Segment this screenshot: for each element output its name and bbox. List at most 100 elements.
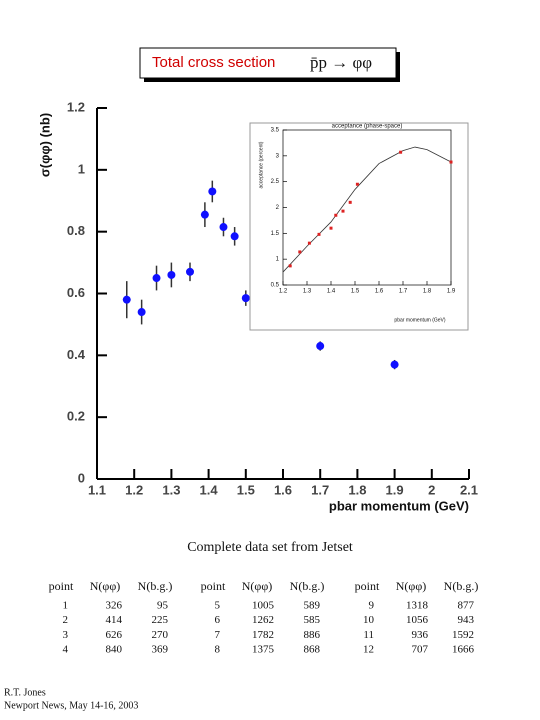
table-cell: 270 [152, 629, 169, 641]
table-cell: 5 [215, 600, 221, 612]
y-tick-label: 0.2 [67, 409, 85, 424]
x-tick-label: 2.1 [460, 482, 478, 497]
data-point [288, 264, 292, 268]
table-cell: 11 [363, 629, 374, 641]
table-header: point [49, 579, 74, 593]
table-cell: 868 [304, 644, 321, 656]
table-cell: 369 [152, 644, 169, 656]
table-cell: 707 [412, 644, 429, 656]
y-tick-label: 0.5 [271, 283, 280, 289]
table-cell: 1592 [452, 629, 474, 641]
x-tick-label: 1.3 [162, 482, 180, 497]
table-header: point [201, 579, 226, 593]
x-tick-label: 1.7 [311, 482, 329, 497]
inset-panel [249, 122, 469, 331]
table-cell: 1 [63, 600, 69, 612]
data-point [334, 213, 338, 217]
y-tick-label: 1 [276, 257, 280, 263]
x-tick-label: 1.5 [237, 482, 255, 497]
x-tick-label: 1.5 [351, 289, 360, 295]
footer-author: R.T. Jones [4, 687, 46, 698]
fit-curve [282, 146, 452, 273]
table-cell: 225 [152, 614, 169, 626]
title: Total cross section [152, 54, 275, 71]
reaction: p̄p → φφ [310, 53, 372, 72]
table-cell: 589 [304, 600, 321, 612]
table-header: N(φφ) [90, 579, 121, 593]
data-point [208, 187, 217, 196]
table-cell: 1666 [452, 644, 475, 656]
y-axis-label: σ(φφ) (nb) [37, 113, 52, 177]
data-point [230, 232, 239, 241]
table-cell: 1262 [252, 614, 274, 626]
data-point [399, 150, 403, 154]
x-tick-label: 1.6 [274, 482, 292, 497]
x-tick-label: 1.4 [327, 289, 336, 295]
y-tick-label: 2.5 [271, 179, 280, 185]
table-cell: 9 [369, 600, 375, 612]
y-tick-label: 1 [78, 161, 85, 176]
data-point [241, 294, 250, 303]
y-tick-label: 3.5 [271, 128, 280, 134]
table-cell: 1056 [406, 614, 429, 626]
x-tick-label: 2 [428, 482, 435, 497]
table-cell: 943 [458, 614, 475, 626]
x-tick-label: 1.9 [386, 482, 404, 497]
x-tick-label: 1.8 [348, 482, 366, 497]
data-point [355, 182, 359, 186]
table-cell: 8 [215, 644, 221, 656]
table-header: N(φφ) [242, 579, 273, 593]
table-cell: 10 [363, 614, 375, 626]
y-tick-label: 3 [276, 153, 280, 159]
table-cell: 626 [106, 629, 123, 641]
y-tick-label: 2 [276, 205, 280, 211]
table-cell: 2 [63, 614, 69, 626]
footer-venue: Newport News, May 14-16, 2003 [4, 700, 138, 711]
x-tick-label: 1.8 [423, 289, 432, 295]
data-point [348, 200, 352, 204]
table-cell: 95 [157, 600, 169, 612]
x-tick-label: 1.2 [125, 482, 143, 497]
table-cell: 886 [304, 629, 321, 641]
data-point [122, 295, 131, 304]
table-header: N(b.g.) [444, 579, 479, 593]
x-tick-label: 1.2 [279, 289, 288, 295]
table-cell: 936 [412, 629, 429, 641]
inset-title: acceptance (phase-space) [332, 124, 403, 130]
caption: Complete data set from Jetset [187, 540, 353, 555]
data-point [137, 308, 146, 317]
table-cell: 6 [215, 614, 221, 626]
table-cell: 7 [215, 629, 221, 641]
x-tick-label: 1.7 [399, 289, 408, 295]
data-point [167, 270, 176, 279]
y-tick-label: 1.5 [271, 231, 280, 237]
table-header: N(b.g.) [138, 579, 173, 593]
x-axis-label: pbar momentum (GeV) [329, 498, 469, 513]
title-box [139, 47, 397, 79]
data-point [186, 267, 194, 276]
data-point [341, 209, 345, 213]
inset-y-label: acceptance (percent) [258, 141, 264, 188]
table-cell: 414 [106, 614, 123, 626]
data-point [219, 223, 228, 232]
table-header: N(φφ) [396, 579, 427, 593]
table-header: point [355, 579, 380, 593]
data-point [200, 210, 209, 219]
y-tick-label: 0.4 [67, 347, 86, 362]
x-tick-label: 1.1 [88, 482, 106, 497]
table-cell: 1782 [252, 629, 274, 641]
data-point [316, 342, 325, 351]
x-tick-label: 1.9 [447, 289, 456, 295]
y-tick-label: 0 [78, 470, 85, 485]
y-tick-label: 0.6 [67, 285, 85, 300]
table-cell: 1005 [252, 600, 275, 612]
table-cell: 840 [106, 644, 123, 656]
table-cell: 877 [458, 600, 475, 612]
y-tick-label: 0.8 [67, 223, 85, 238]
inset-x-label: pbar momentum (GeV) [394, 317, 445, 323]
table-cell: 4 [63, 644, 69, 656]
data-point [449, 160, 453, 164]
table-cell: 326 [106, 600, 123, 612]
x-tick-label: 1.4 [200, 482, 219, 497]
